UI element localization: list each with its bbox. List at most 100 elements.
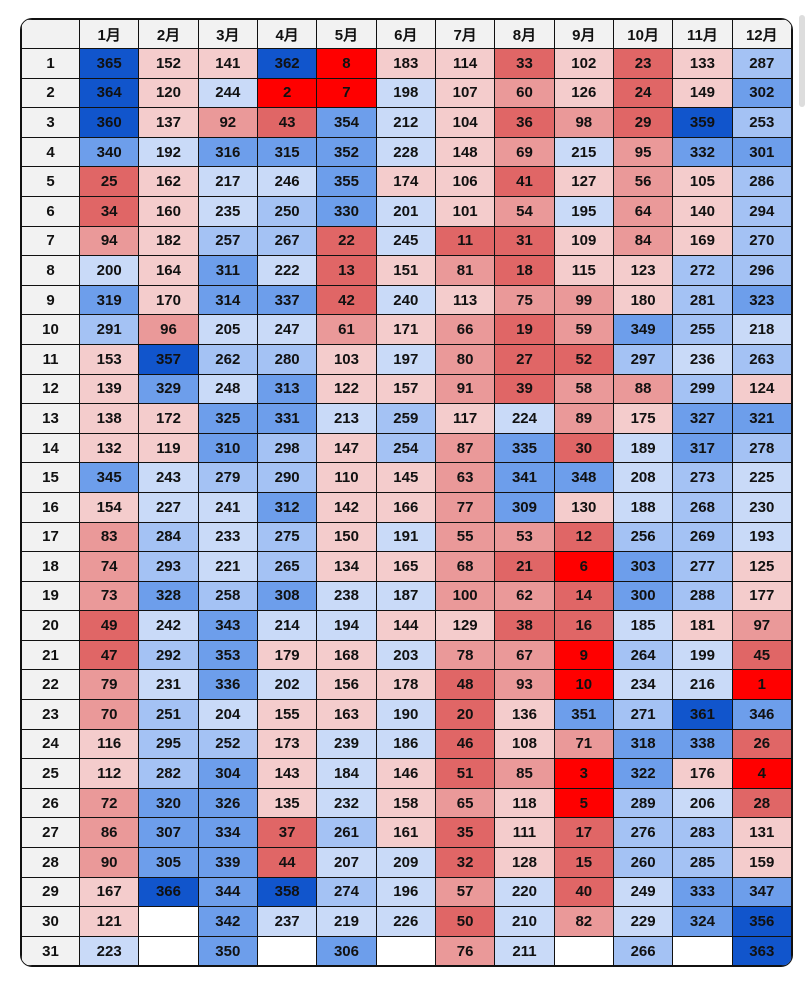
rank-cell: 290 [256,462,318,493]
rank-cell: 189 [612,432,674,464]
day-label: 3 [21,107,80,138]
rank-cell: 195 [553,195,614,227]
rank-cell: 310 [197,432,258,464]
rank-cell: 314 [197,284,258,316]
rank-cell: 187 [375,580,436,612]
rank-cell: 243 [138,462,199,493]
rank-cell: 266 [612,935,674,967]
rank-cell: 324 [672,906,733,937]
month-header: 8月 [494,19,555,49]
rank-cell: 338 [672,728,733,760]
rank-cell: 53 [494,521,555,553]
rank-cell: 158 [375,787,436,819]
rank-cell: 120 [138,77,199,109]
rank-cell: 318 [612,728,674,760]
rank-cell: 163 [316,699,377,730]
rank-cell: 197 [375,343,436,375]
rank-cell: 156 [316,669,377,701]
rank-cell: 27 [494,343,555,375]
rank-cell: 261 [316,817,377,849]
day-label: 28 [21,847,80,878]
rank-cell: 341 [494,462,555,493]
rank-cell: 122 [316,373,377,405]
rank-cell: 334 [197,817,258,849]
rank-heatmap-table: 1月 2月 3月 4月 5月 6月 7月 8月 9月 10月 11月 12月 1 365 152 141 36… [20,18,793,968]
table-row: 17 83 284 233 275 150 191 55 53 12 256 269 193 [21,521,792,553]
rank-cell: 149 [672,77,733,109]
rank-cell: 108 [494,728,555,760]
rank-cell: 124 [731,373,792,405]
rank-cell: 142 [316,491,377,523]
table-row: 24 116 295 252 173 239 186 46 108 71 318 338 26 [21,728,792,760]
day-label: 19 [21,580,80,612]
rank-cell: 47 [78,639,140,671]
rank-cell: 277 [672,551,733,582]
rank-cell: 362 [256,48,318,79]
empty-cell [256,935,318,967]
rank-cell: 155 [256,699,318,730]
rank-cell: 60 [494,77,555,109]
rank-cell: 128 [494,847,555,878]
day-label: 4 [21,136,80,168]
rank-cell: 20 [434,699,496,730]
rank-cell: 49 [78,610,140,641]
rank-cell: 95 [612,136,674,168]
rank-cell: 106 [434,166,496,197]
rank-cell: 12 [553,521,614,553]
rank-cell: 91 [434,373,496,405]
rank-cell: 116 [78,728,140,760]
table-row: 16 154 227 241 312 142 166 77 309 130 188 268 230 [21,491,792,523]
rank-cell: 146 [375,758,436,789]
rank-cell: 253 [731,107,792,138]
corner-cell [21,19,80,49]
rank-cell: 52 [553,343,614,375]
rank-cell: 259 [375,403,436,434]
rank-cell: 235 [197,195,258,227]
rank-cell: 172 [138,403,199,434]
day-label: 6 [21,195,80,227]
rank-cell: 198 [375,77,436,109]
rank-cell: 309 [494,491,555,523]
rank-cell: 179 [256,639,318,671]
rank-cell: 166 [375,491,436,523]
rank-cell: 288 [672,580,733,612]
rank-cell: 86 [78,817,140,849]
rank-cell: 205 [197,314,258,345]
rank-cell: 305 [138,847,199,878]
rank-cell: 101 [434,195,496,227]
rank-cell: 147 [316,432,377,464]
rank-cell: 34 [78,195,140,227]
table-row: 21 47 292 353 179 168 203 78 67 9 264 199 45 [21,639,792,671]
rank-cell: 272 [672,255,733,286]
rank-cell: 276 [612,817,674,849]
rank-cell: 316 [197,136,258,168]
rank-cell: 90 [78,847,140,878]
rank-cell: 238 [316,580,377,612]
rank-cell: 173 [256,728,318,760]
rank-cell: 65 [434,787,496,819]
rank-cell: 364 [78,77,140,109]
rank-cell: 138 [78,403,140,434]
rank-cell: 200 [78,255,140,286]
rank-cell: 5 [553,787,614,819]
rank-cell: 148 [434,136,496,168]
day-label: 31 [21,935,80,967]
rank-cell: 50 [434,906,496,937]
rank-cell: 220 [494,876,555,908]
rank-cell: 87 [434,432,496,464]
rank-cell: 153 [78,343,140,375]
rank-cell: 129 [434,610,496,641]
rank-cell: 237 [256,906,318,937]
rank-cell: 58 [553,373,614,405]
scrollbar[interactable] [799,15,805,107]
rank-cell: 217 [197,166,258,197]
month-header: 6月 [375,19,436,49]
rank-cell: 320 [138,787,199,819]
rank-cell: 247 [256,314,318,345]
month-header: 3月 [197,19,258,49]
rank-cell: 93 [494,669,555,701]
rank-cell: 70 [78,699,140,730]
rank-cell: 32 [434,847,496,878]
table-row: 13 138 172 325 331 213 259 117 224 89 175 327 321 [21,403,792,434]
rank-cell: 40 [553,876,614,908]
